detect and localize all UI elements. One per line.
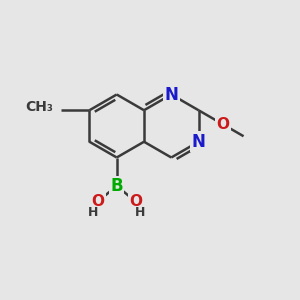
Text: O: O (217, 117, 230, 132)
Text: CH₃: CH₃ (26, 100, 54, 114)
Text: N: N (192, 133, 206, 151)
Text: N: N (164, 85, 178, 103)
Text: O: O (91, 194, 104, 209)
Text: O: O (129, 194, 142, 209)
Text: B: B (110, 177, 123, 195)
Text: H: H (88, 206, 98, 220)
Text: H: H (135, 206, 145, 220)
